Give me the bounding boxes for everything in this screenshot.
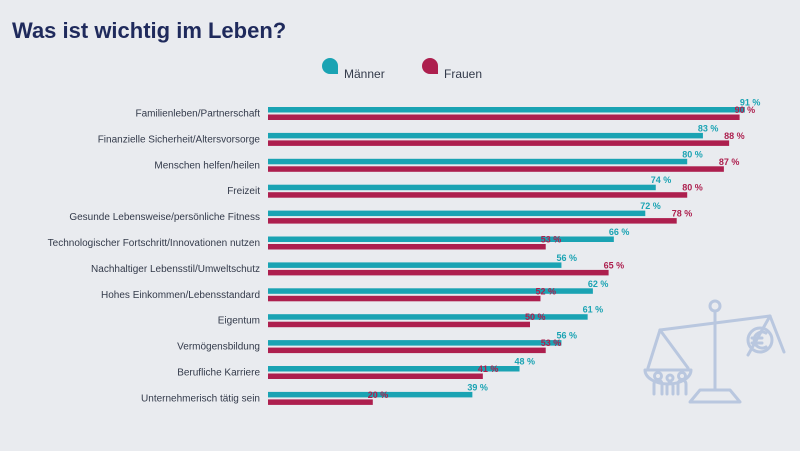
value-label-men: 66 % [609, 227, 630, 237]
bar-women [268, 347, 546, 354]
bar-women [268, 399, 373, 405]
bar-men [268, 236, 614, 242]
value-label-women: 50 % [525, 312, 546, 322]
category-label: Hohes Einkommen/Lebensstandard [101, 290, 260, 301]
value-label-men: 74 % [651, 175, 672, 185]
value-label-women: 20 % [368, 390, 389, 400]
value-label-women: 80 % [682, 183, 703, 193]
value-label-women: 78 % [672, 209, 693, 219]
bar-men [268, 314, 588, 320]
bar-women [268, 269, 609, 276]
legend-swatch-women [422, 58, 438, 74]
bars: Familienleben/Partnerschaft 91 %90 % Finan… [48, 98, 761, 405]
category-label: Freizeit [227, 186, 260, 197]
bar-men [268, 288, 593, 294]
bar-men [268, 184, 656, 191]
bar-women [268, 295, 541, 302]
value-label-men: 72 % [640, 201, 661, 211]
bar-men [268, 158, 688, 165]
bar-men [268, 210, 646, 217]
bar-women [268, 192, 688, 198]
bar-women [268, 244, 546, 250]
category-label: Technologischer Fortschritt/Innovationen… [48, 238, 260, 249]
category-label: Berufliche Karriere [177, 368, 260, 379]
bar-men [268, 107, 745, 113]
value-label-women: 65 % [604, 260, 625, 270]
balance-scale-family-euro-icon [643, 299, 786, 404]
legend: Männer Frauen [322, 58, 482, 81]
value-label-women: 53 % [541, 235, 562, 245]
legend-label-women: Frauen [444, 67, 482, 81]
value-label-men: 48 % [515, 357, 536, 367]
bar-women [268, 140, 730, 146]
category-label: Eigentum [218, 316, 260, 327]
category-label: Menschen helfen/heilen [154, 160, 260, 171]
bar-women [268, 166, 724, 172]
value-label-men: 91 % [740, 98, 761, 108]
value-label-women: 41 % [478, 364, 499, 374]
legend-label-men: Männer [344, 67, 385, 81]
value-label-women: 87 % [719, 157, 740, 167]
category-label: Familienleben/Partnerschaft [135, 109, 260, 120]
bar-men [268, 366, 520, 372]
category-label: Unternehmerisch tätig sein [141, 393, 260, 404]
bar-men [268, 391, 473, 398]
value-label-men: 80 % [682, 149, 703, 159]
value-label-men: 56 % [556, 253, 577, 263]
bar-men [268, 132, 703, 139]
bar-women [268, 373, 483, 379]
value-label-women: 52 % [535, 286, 556, 296]
category-label: Finanzielle Sicherheit/Altersvorsorge [98, 134, 261, 145]
value-label-men: 61 % [583, 305, 604, 315]
value-label-women: 53 % [541, 338, 562, 348]
value-label-men: 39 % [467, 382, 488, 392]
bar-women [268, 218, 677, 224]
category-label: Vermögensbildung [177, 342, 260, 353]
legend-swatch-men [322, 58, 338, 74]
value-label-men: 62 % [588, 279, 609, 289]
value-label-women: 88 % [724, 131, 745, 141]
value-label-men: 83 % [698, 123, 719, 133]
bar-women [268, 114, 740, 120]
chart-title: Was ist wichtig im Leben? [12, 18, 286, 43]
category-label: Gesunde Lebensweise/persönliche Fitness [69, 212, 260, 223]
bar-women [268, 321, 530, 328]
value-label-men: 56 % [556, 331, 577, 341]
bar-men [268, 340, 562, 346]
bar-men [268, 262, 562, 268]
category-label: Nachhaltiger Lebensstil/Umweltschutz [91, 264, 260, 275]
value-label-women: 90 % [735, 105, 756, 115]
